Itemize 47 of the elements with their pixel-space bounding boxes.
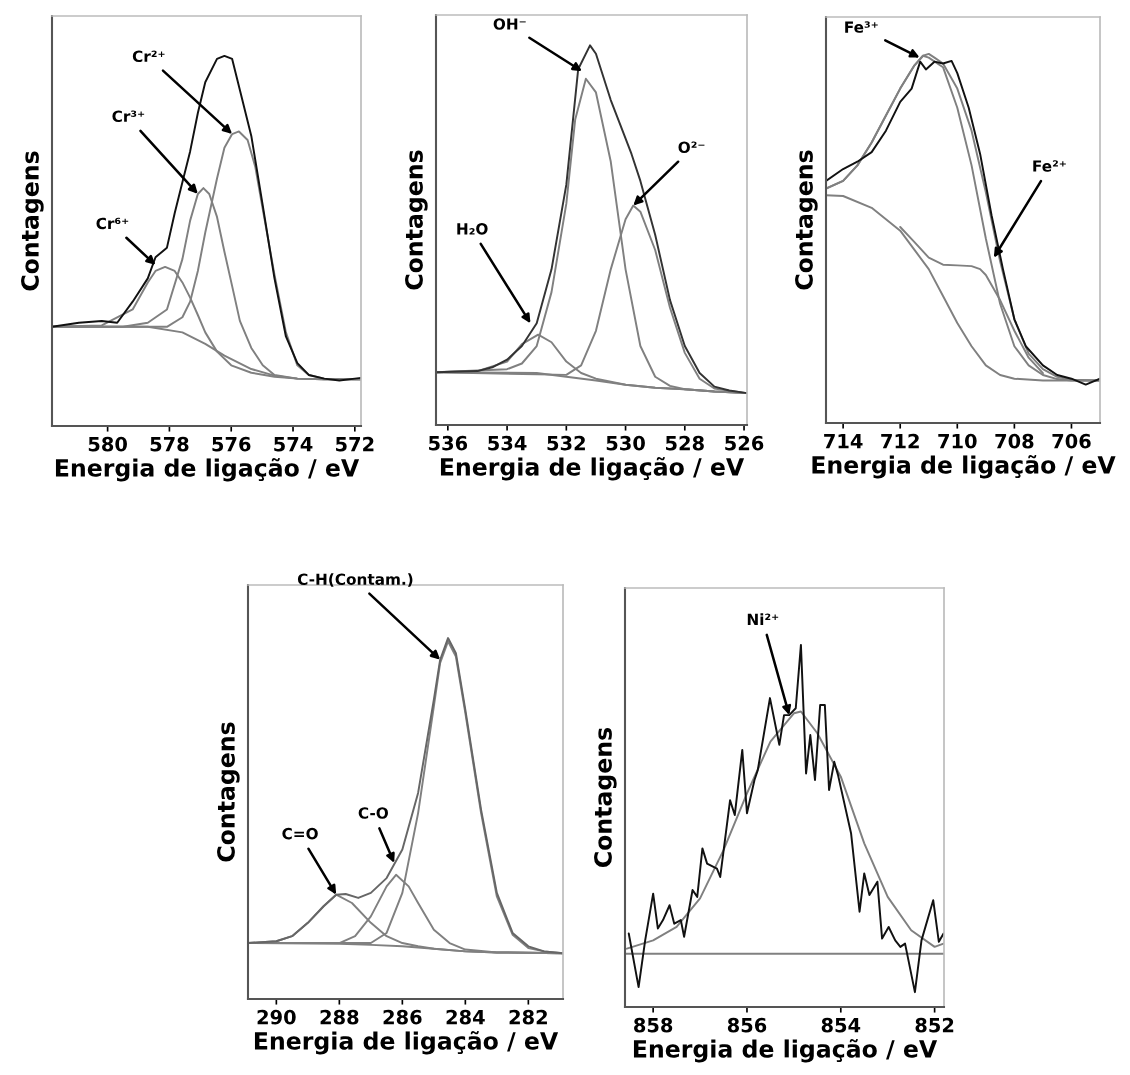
x-tick-label: 526 <box>725 435 764 451</box>
x-tick-label: 714 <box>824 434 863 449</box>
x-tick-label: 530 <box>606 435 645 451</box>
x-tick-label: 574 <box>274 437 313 452</box>
x-tick-label: 290 <box>257 1009 296 1025</box>
annotation: O²⁻ <box>678 141 705 154</box>
y-axis-title: Contagens <box>795 150 818 290</box>
x-axis-title: Energia de ligação / eV <box>254 1031 559 1055</box>
x-tick-label: 852 <box>915 1017 954 1033</box>
annotation: Fe²⁺ <box>1033 160 1066 172</box>
annotation: Cr²⁺ <box>132 50 165 63</box>
x-tick-label: 572 <box>336 436 374 452</box>
x-tick-label: 532 <box>547 435 585 451</box>
x-tick-label: 856 <box>727 1017 767 1033</box>
annotation: Ni²⁺ <box>747 613 779 625</box>
y-axis-title: Contagens <box>217 722 240 862</box>
x-tick-label: 284 <box>446 1009 485 1025</box>
x-tick-label: 708 <box>995 433 1034 449</box>
x-tick-label: 706 <box>1052 433 1091 449</box>
x-tick-label: 854 <box>821 1017 861 1033</box>
x-tick-label: 536 <box>429 435 468 451</box>
annotation: Cr⁶⁺ <box>96 217 129 230</box>
x-tick-label: 710 <box>938 433 977 449</box>
y-axis-title: Contagens <box>405 150 428 290</box>
x-tick-label: 580 <box>88 436 127 452</box>
y-axis-title: Contagens <box>21 151 44 291</box>
annotation: OH⁻ <box>493 18 526 30</box>
annotation: C=O <box>282 827 318 840</box>
annotation: C-H(Contam.) <box>297 573 413 587</box>
x-tick-label: 578 <box>150 436 189 452</box>
x-axis-title: Energia de ligação / eV <box>633 1039 938 1063</box>
annotation: Fe³⁺ <box>845 21 878 33</box>
x-tick-label: 288 <box>320 1009 359 1025</box>
annotation: C-O <box>358 807 388 819</box>
x-tick-label: 282 <box>509 1009 547 1025</box>
x-tick-label: 528 <box>666 435 704 451</box>
x-tick-label: 858 <box>634 1017 673 1033</box>
x-tick-label: 576 <box>212 436 251 452</box>
x-tick-label: 712 <box>881 433 919 449</box>
x-tick-label: 534 <box>488 435 527 451</box>
annotation: H₂O <box>457 223 488 235</box>
x-axis-title: Energia de ligação / eV <box>812 455 1116 479</box>
x-axis-title: Energia de ligação / eV <box>55 458 360 482</box>
annotation: Cr³⁺ <box>112 110 145 123</box>
y-axis-title: Contagens <box>594 727 617 867</box>
x-axis-title: Energia de ligação / eV <box>440 457 745 481</box>
x-tick-label: 286 <box>383 1009 422 1025</box>
